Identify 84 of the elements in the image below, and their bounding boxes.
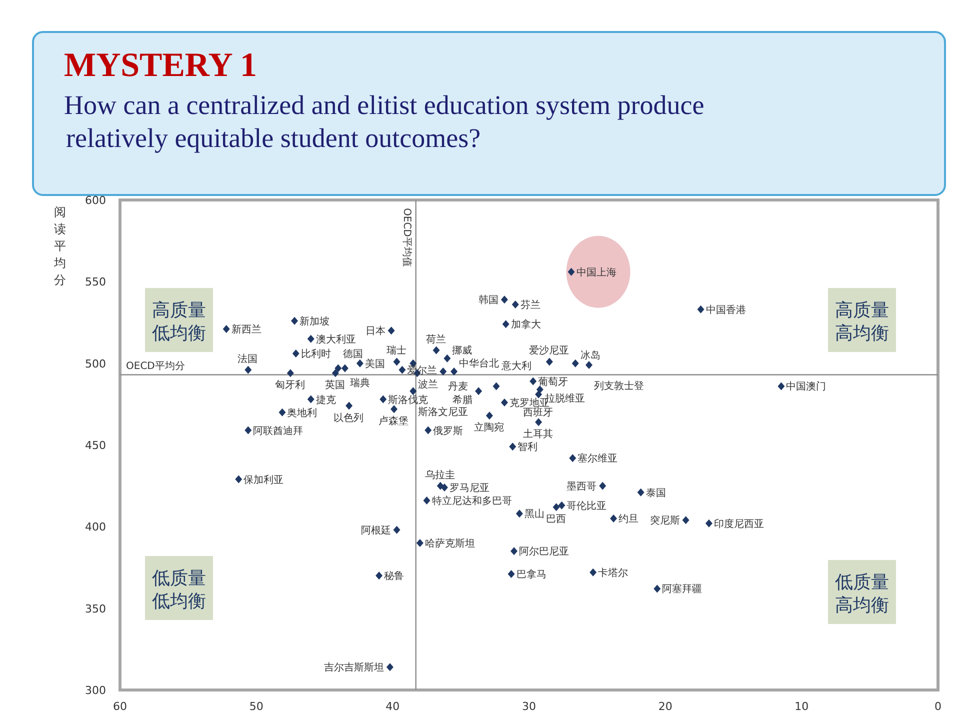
y-tick-label: 300 — [85, 684, 106, 697]
annotation: 保加利亚 — [244, 474, 284, 486]
annotation: 法国 — [238, 352, 258, 365]
annotation: 德国 — [343, 349, 364, 360]
annotation: 意大利 — [500, 360, 532, 372]
annotation: 新加坡 — [300, 315, 330, 328]
annotation: 约旦 — [618, 513, 639, 525]
annotation: 巴西 — [546, 514, 566, 526]
annotation: 美国 — [364, 358, 385, 370]
annotation: 特立尼达和多巴哥 — [432, 495, 512, 508]
annotation: 墨西哥 — [566, 481, 597, 492]
annotation: 芬兰 — [520, 299, 540, 312]
x-tick-label: 40 — [386, 700, 400, 713]
annotation: 希腊 — [452, 394, 473, 406]
annotation: 日本 — [365, 325, 386, 338]
annotation: 捷克 — [316, 394, 336, 406]
annotation: 瑞士 — [386, 344, 406, 357]
annotation: 西班牙 — [523, 406, 554, 418]
annotation: 秘鲁 — [384, 570, 404, 582]
x-tick-label: 60 — [113, 700, 127, 713]
ref-line-label: OECD平均值 — [400, 208, 413, 267]
annotation: 丹麦 — [448, 380, 468, 392]
annotation: 中华台北 — [459, 358, 500, 370]
annotation: 阿根廷 — [360, 524, 391, 536]
annotation: 匈牙利 — [274, 379, 305, 392]
annotation: 高质量低均衡 — [152, 300, 206, 343]
annotation: 瑞典 — [350, 377, 370, 390]
annotation: 英国 — [324, 379, 345, 392]
annotation: 中国香港 — [706, 304, 746, 316]
annotation: 葡萄牙 — [538, 376, 568, 388]
y-tick-label: 450 — [85, 439, 106, 452]
annotation: 荷兰 — [426, 333, 446, 346]
annotation: 高质量高均衡 — [835, 300, 889, 343]
annotation: 冰岛 — [580, 349, 600, 362]
annotation: 波兰 — [418, 378, 438, 390]
annotation: 吉尔吉斯斯坦 — [324, 662, 384, 674]
annotation: 澳大利亚 — [316, 333, 356, 346]
x-tick-label: 20 — [658, 700, 672, 713]
annotation: 中国澳门 — [786, 380, 826, 393]
x-tick-label: 50 — [249, 700, 264, 713]
annotation: 智利 — [518, 441, 538, 454]
annotation: 韩国 — [478, 294, 498, 306]
annotation: 挪威 — [452, 344, 472, 356]
x-tick-label: 10 — [794, 700, 809, 713]
annotation: 爱沙尼亚 — [528, 344, 569, 357]
y-tick-label: 500 — [85, 357, 106, 370]
annotation: 阿尔巴尼亚 — [519, 546, 570, 558]
annotation: 塞尔维亚 — [578, 452, 618, 465]
annotation: 卡塔尔 — [598, 566, 628, 579]
y-tick-label: 550 — [85, 276, 106, 289]
chart-subtitle: How can a centralized and elitist education system produce relatively equitable student outcomes? — [64, 90, 704, 153]
x-tick-label: 0 — [934, 700, 942, 713]
annotation: 突尼斯 — [650, 514, 680, 527]
y-axis-title: 阅读平均分 — [53, 205, 66, 287]
annotation: 哈萨克斯坦 — [424, 538, 475, 550]
annotation: 哥伦比亚 — [566, 500, 607, 512]
annotation: 新西兰 — [231, 324, 262, 336]
annotation: 俄罗斯 — [433, 424, 464, 437]
annotation: 比利时 — [300, 348, 331, 360]
annotation: 罗马尼亚 — [449, 482, 490, 494]
annotation: 阿联酋迪拜 — [253, 424, 304, 437]
annotation: 以色列 — [334, 412, 364, 424]
annotation: 印度尼西亚 — [714, 518, 764, 530]
annotation: 奥地利 — [287, 406, 318, 419]
annotation: 低质量高均衡 — [835, 572, 889, 615]
ref-line-label: OECD平均分 — [126, 360, 185, 372]
y-tick-label: 600 — [85, 194, 106, 207]
annotation: 乌拉圭 — [424, 468, 455, 481]
annotation: 卢森堡 — [378, 415, 409, 428]
annotation: 中国上海 — [576, 266, 616, 278]
chart-title: MYSTERY 1 — [64, 47, 258, 84]
annotation: 加拿大 — [510, 318, 541, 331]
annotation: 黑山 — [524, 508, 544, 520]
annotation: 列支敦士登 — [594, 380, 644, 392]
annotation: 泰国 — [646, 488, 666, 499]
x-tick-label: 30 — [522, 700, 536, 713]
annotation: 立陶宛 — [474, 422, 504, 434]
annotation: 巴拿马 — [516, 568, 546, 581]
y-tick-label: 400 — [85, 520, 106, 534]
annotation: 阿塞拜疆 — [662, 583, 702, 596]
annotation: 土耳其 — [523, 428, 554, 440]
y-tick-label: 350 — [85, 602, 106, 616]
annotation: 斯洛文尼亚 — [418, 406, 468, 418]
annotation: 低质量低均衡 — [152, 568, 206, 611]
